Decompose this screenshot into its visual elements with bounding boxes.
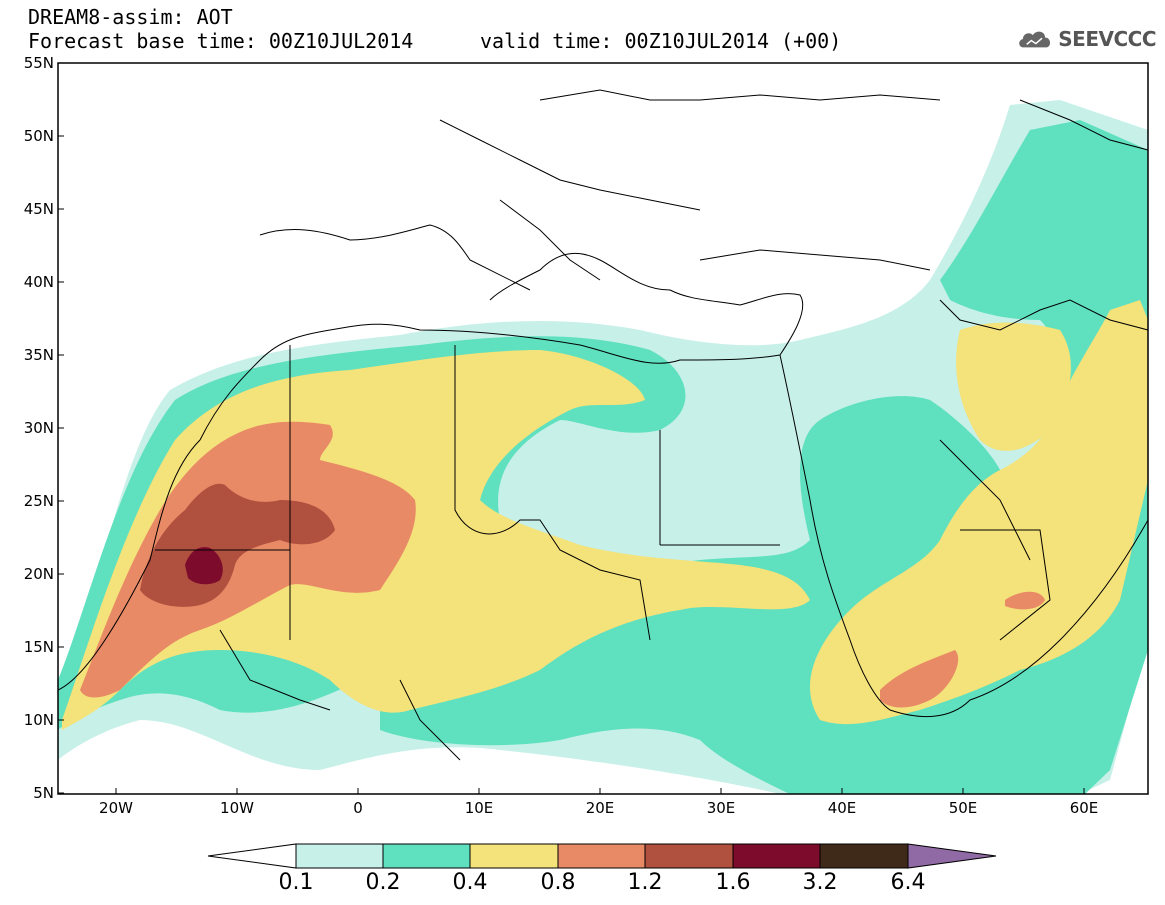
x-tick-label: 60E xyxy=(1069,799,1099,817)
x-tick-label: 20W xyxy=(99,799,133,817)
y-tick-label: 50N xyxy=(23,127,54,145)
colorbar-swatch-0.4 xyxy=(469,843,559,869)
x-tick-label: 10E xyxy=(464,799,494,817)
y-tick-label: 20N xyxy=(23,565,54,583)
map-title: DREAM8-assim: AOT xyxy=(28,5,233,29)
colorbar-label: 0.4 xyxy=(452,870,488,895)
axis-ticks xyxy=(58,62,1085,794)
cloud-icon xyxy=(1019,31,1051,48)
y-tick-label: 55N xyxy=(23,54,54,72)
forecast-base-time: Forecast base time: 00Z10JUL2014 xyxy=(28,29,414,53)
x-tick-label: 30E xyxy=(706,799,736,817)
logo-text: SEEVCCC xyxy=(1058,27,1156,51)
x-tick-label: 10W xyxy=(220,799,254,817)
colorbar-swatch-1.2 xyxy=(644,843,734,869)
colorbar-swatch-0.8 xyxy=(557,843,646,869)
colorbar-label: 0.2 xyxy=(365,870,401,895)
y-tick-label: 45N xyxy=(23,200,54,218)
y-tick-label: 30N xyxy=(23,419,54,437)
valid-time: valid time: 00Z10JUL2014 (+00) xyxy=(480,29,842,53)
x-tick-label: 40E xyxy=(827,799,857,817)
colorbar-label: 6.4 xyxy=(890,870,926,895)
colorbar-swatch-0.2 xyxy=(382,843,471,869)
x-tick-label: 0 xyxy=(353,799,363,817)
colorbar-label: 1.6 xyxy=(715,870,751,895)
colorbar-label: 0.1 xyxy=(278,870,314,895)
colorbar-label: 3.2 xyxy=(802,870,838,895)
x-tick-label: 20E xyxy=(585,799,615,817)
y-tick-label: 25N xyxy=(23,492,54,510)
colorbar-label: 1.2 xyxy=(627,870,663,895)
y-tick-label: 10N xyxy=(23,711,54,729)
coastlines xyxy=(58,89,1148,794)
aot-band-1.6 xyxy=(185,547,223,585)
y-tick-label: 35N xyxy=(23,346,54,364)
y-tick-label: 5N xyxy=(33,784,54,802)
colorbar-swatch-0.1 xyxy=(295,843,384,869)
y-tick-label: 15N xyxy=(23,638,54,656)
colorbar xyxy=(207,843,997,869)
colorbar-low-triangle xyxy=(207,843,297,869)
colorbar-swatch-1.6 xyxy=(732,843,821,869)
aot-band-0.8 xyxy=(80,421,1045,708)
colorbar-label: 0.8 xyxy=(540,870,576,895)
colorbar-swatch-3.2 xyxy=(819,843,909,869)
y-tick-label: 40N xyxy=(23,273,54,291)
colorbar-high-triangle xyxy=(907,843,997,869)
x-tick-label: 50E xyxy=(948,799,978,817)
seevccc-logo: SEEVCCC xyxy=(1016,22,1156,56)
